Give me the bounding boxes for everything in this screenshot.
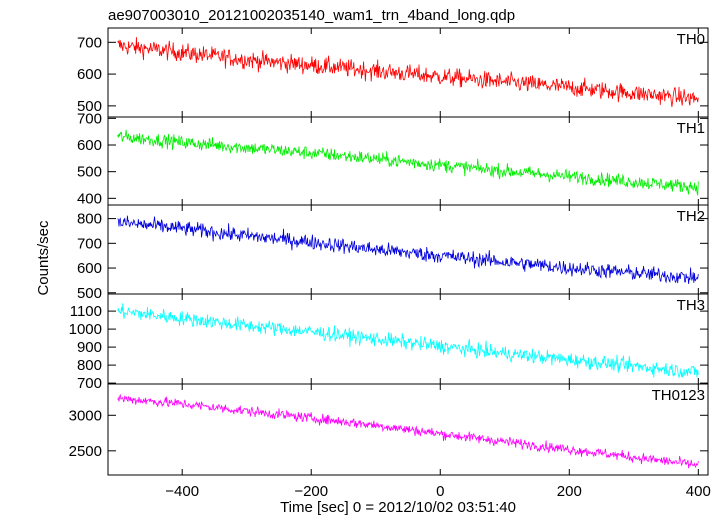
- y-tick-label: 800: [77, 357, 102, 374]
- y-tick-label: 700: [77, 110, 102, 127]
- panel-th1: 400 500 600 700 TH1: [77, 110, 709, 207]
- series-line-th0123: [117, 393, 699, 469]
- x-tick-label: 400: [686, 483, 711, 500]
- y-tick-label: 700: [77, 34, 102, 51]
- y-tick-label: 600: [77, 66, 102, 83]
- y-tick-label: 900: [77, 339, 102, 356]
- series-line-th0: [117, 37, 699, 108]
- y-tick-label: 500: [77, 164, 102, 181]
- panel-name-label: TH0: [677, 31, 705, 48]
- y-tick-label: 500: [77, 285, 102, 302]
- y-tick-label: 500: [77, 98, 102, 115]
- y-tick-label: 3000: [69, 407, 102, 424]
- panel-name-label: TH2: [677, 208, 705, 225]
- panel-frame: [107, 204, 709, 295]
- series-line-th1: [117, 129, 699, 196]
- panel-name-label: TH3: [677, 297, 705, 314]
- x-tick-label: 0: [436, 483, 444, 500]
- y-axis-title: Counts/sec: [35, 220, 52, 296]
- x-axis-title: Time [sec] 0 = 2012/10/02 03:51:40: [280, 499, 516, 516]
- x-tick-label: −200: [294, 483, 328, 500]
- panel-th2: 500 600 700 800 TH2: [77, 204, 709, 302]
- chart-title: ae907003010_20121002035140_wam1_trn_4ban…: [108, 7, 515, 24]
- y-tick-label: 600: [77, 260, 102, 277]
- y-tick-label: 1000: [69, 321, 102, 338]
- x-tick-label: −400: [165, 483, 199, 500]
- y-tick-label: 700: [77, 235, 102, 252]
- panel-frame: [107, 383, 709, 476]
- y-tick-label: 800: [77, 211, 102, 228]
- panel-th0: 500 600 700 TH0: [77, 27, 709, 118]
- y-tick-label: 400: [77, 190, 102, 207]
- x-tick-label: 200: [557, 483, 582, 500]
- y-tick-label: 2500: [69, 443, 102, 460]
- series-line-th2: [117, 215, 699, 284]
- panel-th0123: 2500 3000 TH0123: [69, 383, 709, 476]
- panel-name-label: TH0123: [652, 387, 705, 404]
- y-tick-label: 600: [77, 137, 102, 154]
- x-axis: −400 −200 0 200 400: [165, 483, 711, 500]
- series-line-th3: [117, 303, 699, 379]
- y-tick-label: 1100: [70, 303, 102, 320]
- panel-name-label: TH1: [677, 120, 705, 137]
- y-tick-label: 700: [77, 375, 102, 392]
